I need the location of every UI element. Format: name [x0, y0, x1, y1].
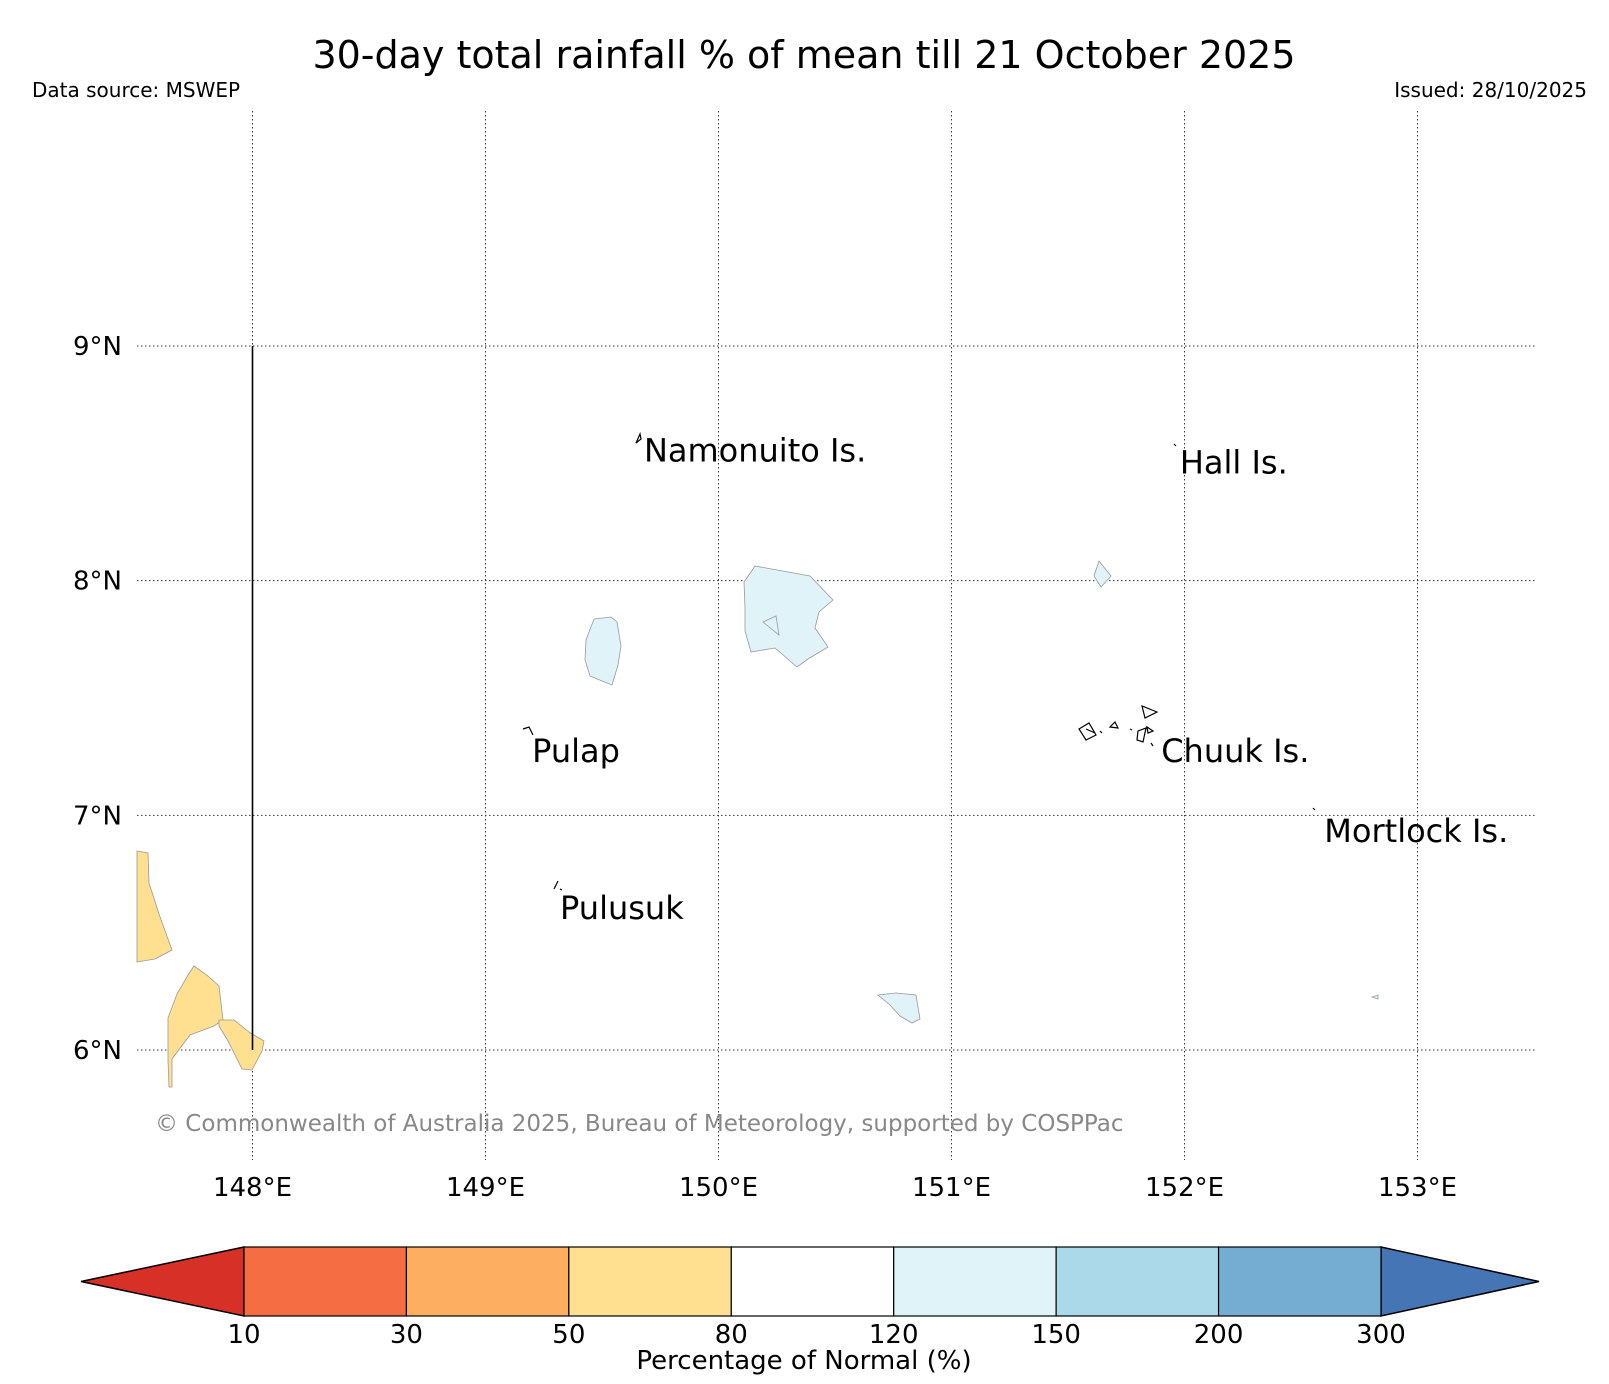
island-label: Namonuito Is.: [644, 432, 866, 470]
island-label: Pulap: [532, 732, 620, 770]
island-chuuk-small: [1108, 720, 1120, 729]
longitude-labels: 148°E 149°E 150°E 151°E 152°E 153°E: [213, 1173, 1457, 1203]
copyright-text: © Commonwealth of Australia 2025, Bureau…: [155, 1111, 1124, 1137]
colorbar-tick-label: 50: [552, 1320, 585, 1350]
island-chuuk-main: [1141, 705, 1159, 719]
latitude-tick-label: 9°N: [73, 332, 122, 362]
issued-date-label: Issued: 28/10/2025: [1394, 78, 1587, 102]
island-labels: Namonuito Is. Hall Is. Pulap Chuuk Is. Mortl…: [532, 432, 1508, 928]
island-namonuito: [635, 432, 642, 444]
colorbar-title: Percentage of Normal (%): [636, 1346, 971, 1376]
rainfall-zone-dry: [136, 850, 265, 1088]
colorbar-tick-label: 200: [1194, 1320, 1244, 1350]
island-pulusuk: [553, 880, 563, 891]
island-label: Hall Is.: [1180, 443, 1288, 481]
colorbar-bin: [1055, 1246, 1220, 1317]
rainfall-polygon: [584, 616, 622, 686]
rainfall-polygon: [1093, 560, 1112, 588]
island-label: Chuuk Is.: [1161, 732, 1309, 770]
colorbar-bin: [1217, 1246, 1382, 1317]
longitude-tick-label: 153°E: [1378, 1173, 1457, 1203]
data-source-label: Data source: MSWEP: [32, 78, 240, 102]
latitude-tick-label: 6°N: [73, 1036, 122, 1066]
latitude-labels: 9°N 8°N 7°N 6°N: [73, 332, 122, 1066]
rainfall-polygon: [743, 565, 834, 668]
colorbar-bin: [893, 1246, 1057, 1317]
island-hall: [1173, 443, 1177, 447]
island-label: Pulusuk: [560, 889, 684, 927]
island-chuuk-west: [1078, 722, 1097, 741]
rainfall-polygon: [1370, 994, 1379, 1000]
map-title: 30-day total rainfall % of mean till 21 …: [312, 33, 1295, 77]
longitude-tick-label: 149°E: [446, 1173, 525, 1203]
rainfall-polygon: [167, 965, 224, 1088]
island-outlines: [522, 432, 1316, 891]
colorbar-tick-label: 120: [869, 1320, 919, 1350]
island-label: Mortlock Is.: [1324, 812, 1508, 850]
longitude-tick-label: 150°E: [679, 1173, 758, 1203]
colorbar-bin: [568, 1246, 732, 1317]
rainfall-polygon: [136, 850, 173, 963]
graticule: [137, 111, 1535, 1160]
rainfall-polygon: [877, 992, 921, 1024]
latitude-tick-label: 8°N: [73, 567, 122, 597]
island-chuuk-east: [1136, 725, 1155, 743]
colorbar-extend-high: [1380, 1246, 1540, 1317]
longitude-tick-label: 148°E: [213, 1173, 292, 1203]
colorbar-extend-low: [80, 1246, 245, 1317]
rainfall-polygon: [218, 1019, 265, 1071]
colorbar-tick-label: 30: [390, 1320, 423, 1350]
island-chuuk-dots: [1099, 728, 1154, 747]
colorbar-bin: [730, 1246, 895, 1317]
rainfall-zone-wet: [584, 560, 1379, 1024]
colorbar-tick-label: 10: [227, 1320, 260, 1350]
island-mortlock: [1312, 807, 1316, 811]
colorbar-tick-label: 80: [715, 1320, 748, 1350]
colorbar-tick-label: 150: [1031, 1320, 1081, 1350]
latitude-tick-label: 7°N: [73, 801, 122, 831]
island-pulap: [522, 726, 534, 736]
colorbar-bin: [243, 1246, 408, 1317]
colorbar-bin: [405, 1246, 570, 1317]
colorbar-legend: [80, 1246, 1540, 1317]
longitude-tick-label: 152°E: [1145, 1173, 1224, 1203]
colorbar-tick-label: 300: [1356, 1320, 1406, 1350]
colorbar-tick-labels: 10 30 50 80 120 150 200 300: [227, 1320, 1405, 1350]
longitude-tick-label: 151°E: [912, 1173, 991, 1203]
